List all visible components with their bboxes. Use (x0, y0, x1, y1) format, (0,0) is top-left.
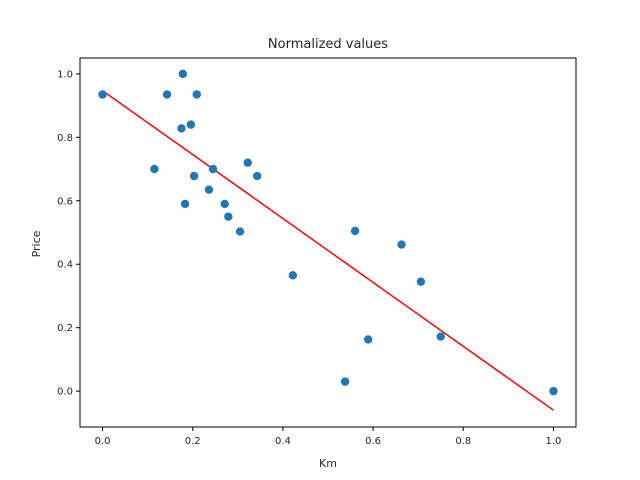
data-point-22 (340, 377, 350, 386)
y-axis: 0.0 0.2 0.4 0.6 0.8 1.0 (57, 69, 80, 398)
x-tick-label-1: 0.2 (185, 436, 201, 447)
data-point-11 (220, 199, 229, 209)
data-point-17 (350, 226, 360, 236)
x-axis-label: Km (319, 457, 337, 470)
data-point-4 (177, 124, 186, 133)
points-layer (98, 69, 558, 396)
plot-area (79, 57, 577, 428)
data-point-13 (235, 227, 245, 236)
data-point-18 (397, 240, 406, 249)
data-point-16 (288, 271, 298, 280)
plot-frame (79, 57, 577, 428)
data-point-12 (224, 212, 233, 221)
y-tick-label-0: 0.0 (57, 387, 73, 398)
data-point-3 (192, 90, 201, 99)
y-tick-label-5: 1.0 (57, 69, 73, 80)
data-point-0 (98, 90, 107, 99)
data-point-5 (186, 120, 196, 129)
data-point-23 (549, 386, 558, 396)
fit-line-layer (102, 90, 554, 411)
data-point-7 (208, 164, 218, 174)
y-axis-label: Price (30, 230, 43, 257)
y-tick-label-2: 0.4 (57, 260, 73, 271)
data-point-1 (162, 90, 172, 99)
x-tick-label-0: 0.0 (95, 436, 111, 447)
y-tick-label-3: 0.6 (57, 196, 73, 207)
fit-line (102, 90, 554, 411)
data-point-19 (416, 277, 426, 286)
x-tick-label-5: 1.0 (546, 436, 562, 447)
data-point-10 (204, 185, 214, 194)
x-axis: 0.0 0.2 0.4 0.6 0.8 1.0 (95, 427, 562, 447)
data-point-6 (150, 164, 159, 174)
x-tick-label-2: 0.4 (275, 436, 291, 447)
data-point-9 (180, 199, 190, 209)
data-point-15 (253, 171, 262, 181)
y-tick-label-1: 0.2 (57, 323, 73, 334)
data-point-14 (243, 158, 252, 167)
data-point-21 (363, 335, 373, 344)
y-tick-label-4: 0.8 (57, 133, 73, 144)
x-tick-label-3: 0.6 (365, 436, 381, 447)
data-point-2 (178, 69, 188, 79)
data-point-20 (436, 332, 445, 341)
chart-title: Normalized values (268, 37, 388, 52)
data-point-8 (189, 171, 199, 181)
x-tick-label-4: 0.8 (455, 436, 471, 447)
